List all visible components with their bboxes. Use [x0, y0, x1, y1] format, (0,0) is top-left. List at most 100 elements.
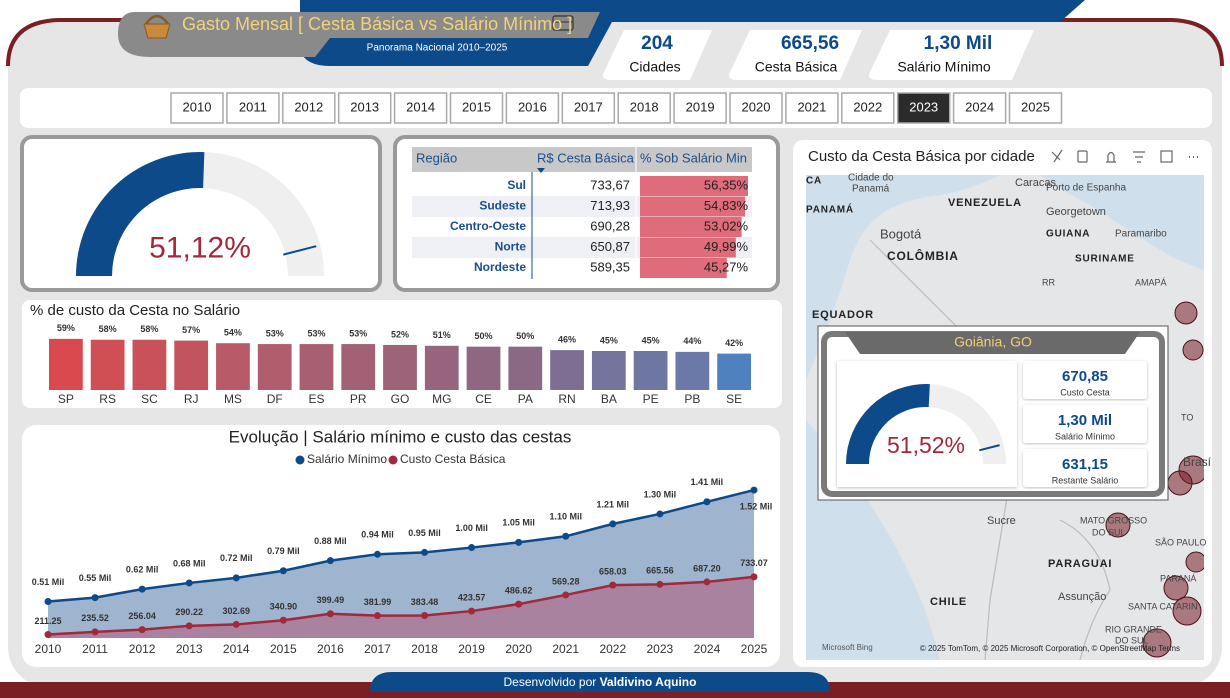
- year-button[interactable]: [393, 92, 448, 124]
- year-button[interactable]: [841, 92, 895, 124]
- table-column-header: % Sob Salário Min: [640, 150, 747, 165]
- year-label[interactable]: 2013: [350, 99, 379, 114]
- map-label: Assunção: [1058, 591, 1106, 603]
- year-button[interactable]: [785, 92, 839, 124]
- map-ocean-north: [1040, 175, 1204, 270]
- year-button[interactable]: [896, 92, 951, 124]
- point: [373, 550, 381, 558]
- kpi-cards: [603, 30, 1034, 80]
- table-column-header: Região: [416, 150, 457, 165]
- year-label[interactable]: 2012: [294, 99, 323, 114]
- year-button[interactable]: [449, 92, 504, 124]
- year-label[interactable]: 2024: [965, 99, 994, 114]
- map-bubble[interactable]: [1163, 575, 1189, 601]
- map-label: VENEZUELA: [948, 197, 1022, 209]
- point: [609, 581, 617, 589]
- map-label: TO: [1181, 412, 1193, 422]
- map-bubble[interactable]: [1172, 596, 1202, 626]
- map-label: RR: [1042, 277, 1055, 287]
- year-label[interactable]: 2025: [1021, 99, 1050, 114]
- focus-icon[interactable]: [1160, 150, 1173, 163]
- map-bubble[interactable]: [1182, 339, 1204, 361]
- x-tick-label: 2016: [317, 642, 344, 656]
- x-tick-label: 2013: [176, 642, 203, 656]
- map-label: SANTA CATARIN: [1128, 601, 1198, 611]
- bar-category-label: RN: [558, 392, 575, 406]
- legend-marker: [388, 455, 398, 465]
- map-bubble[interactable]: [1185, 551, 1206, 573]
- kpi-label: Salário Mínimo: [897, 59, 991, 75]
- year-label[interactable]: 2011: [239, 99, 267, 114]
- year-button[interactable]: [729, 92, 783, 124]
- kpi-card: [869, 30, 1034, 80]
- point: [421, 612, 429, 620]
- map-bubble[interactable]: [1142, 628, 1172, 658]
- gauge-label: 51,52%: [887, 432, 965, 458]
- popup-card-label: Restante Salário: [1052, 475, 1119, 485]
- year-button[interactable]: [1008, 92, 1063, 124]
- point: [138, 585, 146, 593]
- point-label: 0.79 Mil: [267, 546, 300, 556]
- bar-value-label: 58%: [140, 324, 158, 334]
- map-ocean-west: [806, 175, 1000, 380]
- year-button[interactable]: [505, 92, 560, 124]
- point-label: 569.28: [552, 576, 580, 586]
- filter-icon[interactable]: [1133, 151, 1145, 163]
- x-tick-label: 2010: [35, 642, 62, 656]
- pin-icon[interactable]: [1051, 149, 1063, 163]
- year-label[interactable]: 2019: [686, 99, 715, 114]
- x-tick-label: 2023: [647, 642, 674, 656]
- year-label[interactable]: 2014: [406, 99, 435, 114]
- year-label[interactable]: 2016: [518, 99, 547, 114]
- year-button[interactable]: [673, 92, 727, 124]
- map-label: SÃO PAULO: [1155, 537, 1206, 547]
- map-bubble[interactable]: [1174, 301, 1198, 325]
- copy-icon[interactable]: [1077, 150, 1088, 163]
- year-button[interactable]: [226, 92, 280, 124]
- point-label: 0.94 Mil: [361, 530, 394, 540]
- year-button[interactable]: [561, 92, 616, 124]
- year-button[interactable]: [282, 92, 336, 124]
- map-bubble[interactable]: [1167, 470, 1193, 496]
- x-tick-label: 2014: [223, 642, 250, 656]
- year-button[interactable]: [337, 92, 392, 124]
- year-label[interactable]: 2020: [742, 99, 771, 114]
- x-tick-label: 2020: [505, 642, 532, 656]
- bar: [132, 339, 167, 390]
- table-cesta: 713,93: [590, 198, 630, 213]
- bar: [49, 338, 83, 390]
- map-label: GUIANA: [1046, 229, 1090, 240]
- point-label: 340.90: [270, 602, 298, 612]
- alert-icon[interactable]: [1106, 151, 1116, 163]
- table-cesta: 733,67: [590, 177, 630, 192]
- point: [279, 616, 287, 624]
- bar-value-label: 57%: [182, 325, 200, 335]
- x-tick-label: 2011: [82, 642, 108, 656]
- map-label: Sucre: [987, 515, 1016, 527]
- popup-card-value: 670,85: [1062, 368, 1108, 385]
- year-label[interactable]: 2017: [574, 99, 603, 114]
- map-label: Caracas: [1015, 177, 1056, 189]
- year-label[interactable]: 2023: [909, 99, 938, 114]
- year-button[interactable]: [170, 92, 224, 124]
- sort-arrow[interactable]: [537, 168, 545, 173]
- year-label[interactable]: 2015: [462, 99, 491, 114]
- year-label[interactable]: 2022: [853, 99, 882, 114]
- point-label: 0.72 Mil: [220, 553, 253, 563]
- area: [48, 576, 754, 638]
- header-pill: [118, 12, 600, 57]
- map-label: PARAGUAI: [1048, 558, 1112, 570]
- point-label: 733.07: [740, 558, 768, 568]
- year-label[interactable]: 2010: [183, 99, 212, 114]
- year-label[interactable]: 2018: [630, 99, 659, 114]
- table-header: [412, 147, 752, 172]
- year-label[interactable]: 2021: [797, 99, 826, 114]
- year-button[interactable]: [952, 92, 1007, 124]
- year-button[interactable]: [617, 92, 671, 124]
- table-pct: 56,35%: [704, 177, 749, 192]
- map-label: Brasí: [1183, 455, 1212, 469]
- legend-label: Salário Mínimo: [307, 452, 387, 466]
- point: [656, 580, 664, 588]
- map-bubble[interactable]: [1105, 512, 1131, 538]
- point: [44, 598, 52, 606]
